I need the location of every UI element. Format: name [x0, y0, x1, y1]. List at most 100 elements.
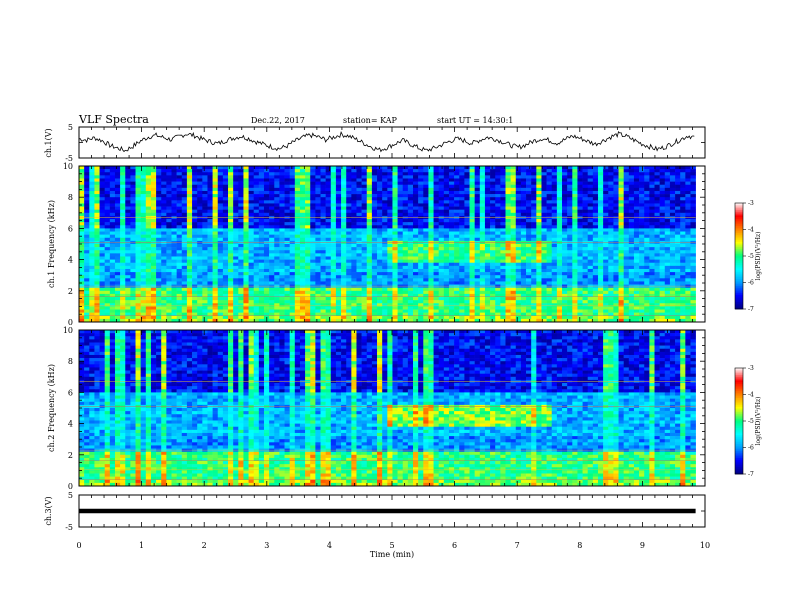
spectrogram-cell — [413, 172, 419, 176]
spectrogram-cell — [341, 256, 347, 260]
spectrogram-cell — [623, 194, 630, 198]
spectrogram-cell — [202, 272, 208, 276]
spectrogram-cell — [186, 212, 193, 217]
spectrogram-cell — [120, 247, 126, 251]
spectrogram-cell — [269, 244, 275, 248]
spectrogram-cell — [659, 169, 666, 173]
spectrogram-cell — [659, 206, 666, 210]
spectrogram-cell — [690, 234, 696, 239]
spectrogram-cell — [675, 209, 681, 214]
spectrogram-cell — [608, 178, 614, 182]
spectrogram-cell — [120, 262, 126, 267]
spectrogram-cell — [202, 253, 208, 257]
spectrogram-cell — [305, 197, 311, 201]
spectrogram-cell — [536, 206, 542, 210]
spectrogram-cell — [505, 275, 511, 279]
spectrogram-cell — [505, 203, 511, 207]
spectrogram-cell — [330, 212, 337, 217]
spectrogram-cell — [572, 197, 578, 201]
spectrogram-cell — [120, 287, 126, 292]
spectrogram-cell — [669, 212, 676, 217]
spectrogram-cell — [551, 187, 558, 192]
spectrogram-cell — [587, 178, 594, 182]
spectrogram-cell — [556, 203, 563, 207]
spectrogram-cell — [377, 212, 383, 217]
spectrogram-cell — [495, 178, 501, 182]
spectrogram-cell — [644, 287, 650, 292]
spectrogram-cell — [577, 197, 583, 201]
spectrogram-cell — [320, 231, 326, 235]
spectrogram-cell — [222, 222, 229, 226]
spectrogram-cell — [413, 265, 419, 270]
spectrogram-cell — [145, 262, 152, 267]
spectrogram-cell — [299, 169, 306, 173]
spectrogram-cell — [541, 225, 547, 229]
spectrogram-cell — [448, 237, 455, 242]
spectrogram-cell — [346, 244, 352, 248]
spectrogram-cell — [99, 187, 105, 192]
spectrogram-cell — [459, 178, 465, 182]
spectrogram-cell — [171, 265, 177, 270]
spectrogram-cell — [675, 178, 681, 182]
spectrogram-cell — [520, 244, 527, 248]
spectrogram-cell — [186, 256, 193, 260]
spectrogram-cell — [366, 231, 373, 235]
spectrogram-cell — [685, 262, 691, 267]
spectrogram-cell — [145, 209, 152, 214]
spectrogram-cell — [156, 225, 162, 229]
spectrogram-cell — [448, 275, 455, 279]
spectrogram-cell — [567, 259, 573, 264]
spectrogram-cell — [659, 175, 666, 179]
spectrogram-cell — [572, 222, 578, 226]
spectrogram-cell — [562, 169, 568, 173]
spectrogram-cell — [228, 169, 234, 173]
spectrogram-cell — [176, 278, 183, 282]
spectrogram-cell — [228, 262, 234, 267]
spectrogram-cell — [448, 178, 455, 182]
spectrogram-cell — [233, 178, 239, 182]
spectrogram-cell — [233, 237, 239, 242]
spectrogram-cell — [567, 169, 573, 173]
spectrogram-cell — [438, 184, 445, 189]
spectrogram-cell — [510, 166, 517, 170]
spectrogram-cell — [669, 178, 676, 182]
spectrogram-cell — [407, 209, 414, 214]
spectrogram-cell — [438, 178, 445, 182]
spectrogram-cell — [633, 181, 640, 186]
spectrogram-cell — [608, 281, 614, 285]
spectrogram-cell — [520, 253, 527, 257]
spectrogram-cell — [104, 190, 111, 195]
spectrogram-cell — [335, 175, 342, 179]
spectrogram-cell — [104, 222, 111, 226]
spectrogram-cell — [469, 212, 475, 217]
spectrogram-cell — [407, 272, 414, 276]
spectrogram-cell — [392, 190, 398, 195]
spectrogram-cell — [659, 256, 666, 260]
spectrogram-cell — [577, 281, 583, 285]
spectrogram-cell — [212, 253, 219, 257]
spectrogram-cell — [140, 290, 147, 295]
spectrogram-cell — [459, 212, 465, 217]
spectrogram-cell — [597, 190, 604, 195]
spectrogram-cell — [582, 194, 588, 198]
spectrogram-cell — [510, 194, 517, 198]
spectrogram-cell — [243, 209, 249, 214]
spectrogram-cell — [125, 212, 131, 217]
spectrogram-cell — [536, 247, 542, 251]
spectrogram-cell — [289, 190, 296, 195]
spectrogram-cell — [150, 265, 157, 270]
spectrogram-cell — [197, 187, 203, 192]
spectrogram-cell — [222, 184, 229, 189]
spectrogram-cell — [114, 265, 121, 270]
spectrogram-cell — [94, 281, 100, 285]
spectrogram-cell — [222, 268, 229, 273]
spectrogram-cell — [202, 247, 208, 251]
spectrogram-cell — [120, 234, 126, 239]
spectrogram-cell — [310, 219, 316, 223]
spectrogram-cell — [490, 287, 496, 292]
spectrogram-cell — [377, 187, 383, 192]
spectrogram-cell — [207, 228, 213, 232]
spectrogram-cell — [664, 281, 671, 285]
spectrogram-cell — [140, 181, 147, 186]
spectrogram-cell — [608, 278, 614, 282]
